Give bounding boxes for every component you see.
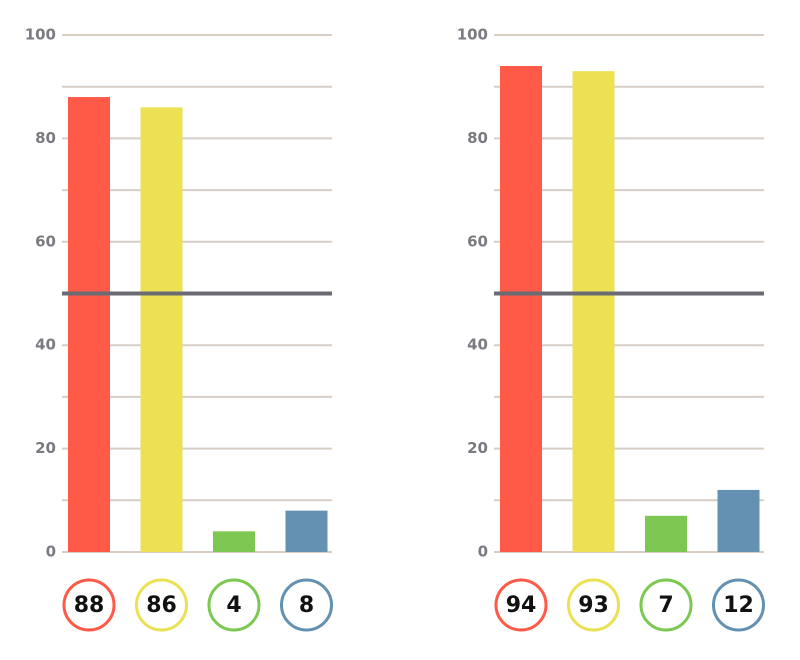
- value-badge: [567, 578, 620, 632]
- bar: [140, 107, 183, 552]
- y-tick-label: 80: [467, 129, 488, 147]
- value-badge: [207, 578, 261, 632]
- value-label: 93: [578, 593, 609, 618]
- value-label: 8: [299, 593, 314, 618]
- y-tick-label: 40: [467, 336, 488, 354]
- bar: [500, 66, 542, 553]
- y-tick-label: 20: [35, 439, 56, 457]
- bar: [572, 71, 615, 552]
- value-badge: [494, 578, 548, 632]
- bar: [213, 531, 255, 552]
- bar: [68, 97, 110, 552]
- value-label: 94: [506, 593, 537, 618]
- value-label: 88: [74, 593, 105, 618]
- bar: [717, 489, 760, 552]
- y-tick-label: 20: [467, 439, 488, 457]
- value-badge: [280, 578, 333, 632]
- y-tick-label: 100: [457, 26, 488, 44]
- bar: [285, 510, 328, 552]
- y-tick-label: 80: [35, 129, 56, 147]
- y-tick-label: 0: [478, 543, 488, 561]
- y-tick-label: 60: [35, 232, 56, 250]
- bar: [645, 515, 687, 552]
- value-label: 12: [723, 593, 754, 618]
- value-label: 7: [658, 593, 673, 618]
- y-tick-label: 40: [35, 336, 56, 354]
- value-badge: [639, 578, 693, 632]
- value-badge: [712, 578, 765, 632]
- value-label: 86: [146, 593, 177, 618]
- y-tick-label: 60: [467, 232, 488, 250]
- value-label: 4: [226, 593, 241, 618]
- y-tick-label: 100: [25, 26, 56, 44]
- value-badge: [62, 578, 116, 632]
- value-badge: [135, 578, 188, 632]
- y-tick-label: 0: [46, 543, 56, 561]
